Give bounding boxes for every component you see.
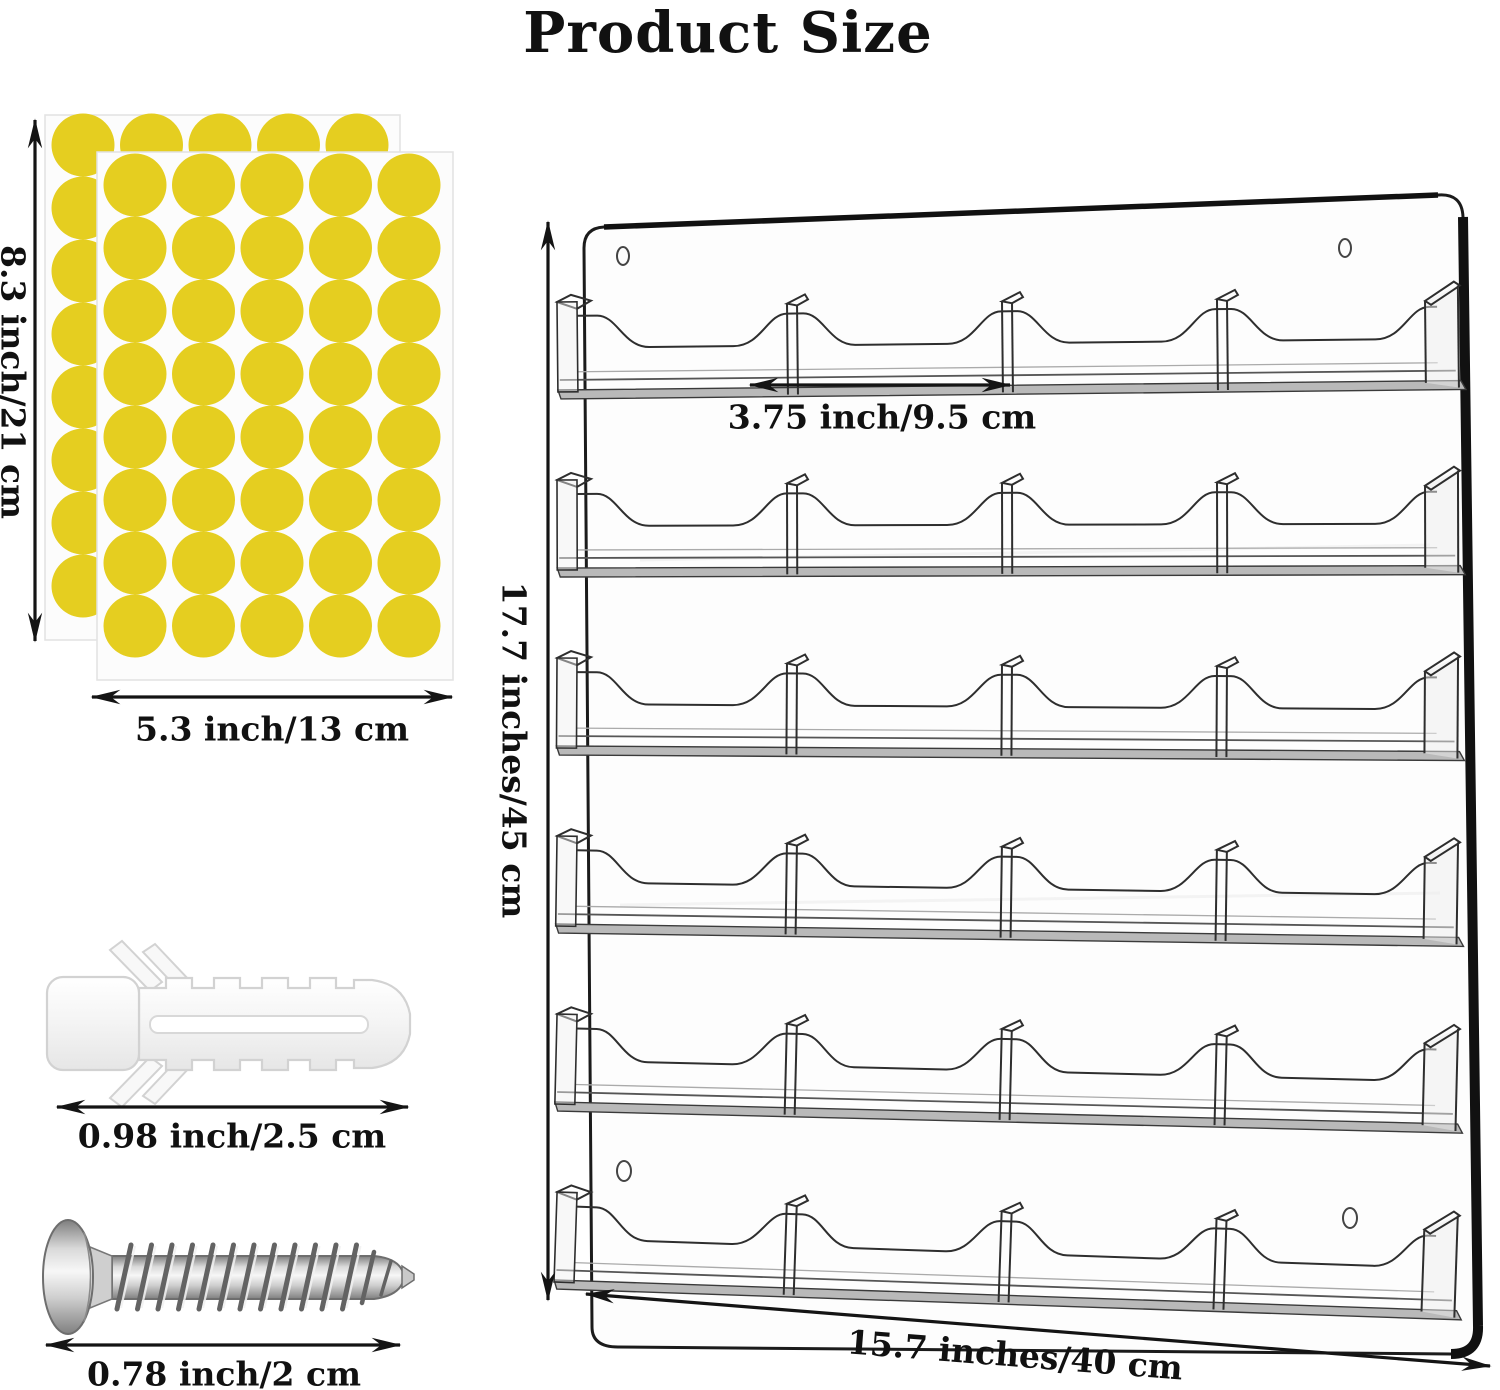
sticker-height-label: 8.3 inch/21 cm bbox=[0, 245, 33, 519]
card-holder-illustration: 17.7 inches/45 cm 3.75 inch/9.5 cm 15.7 … bbox=[495, 192, 1492, 1388]
wall-anchor-illustration: 0.98 inch/2.5 cm bbox=[45, 939, 412, 1156]
screw-head bbox=[42, 1219, 94, 1335]
mounting-hole bbox=[1338, 238, 1352, 258]
anchor-collar bbox=[45, 975, 141, 1072]
anchor-fin bbox=[108, 939, 164, 993]
screw-shank bbox=[111, 1255, 408, 1300]
holder-edge-top bbox=[603, 192, 1439, 230]
screw-tip bbox=[401, 1264, 415, 1290]
anchor-length-label: 0.98 inch/2.5 cm bbox=[78, 1117, 387, 1156]
holder-backboard bbox=[582, 193, 1480, 1356]
holder-width-arrow bbox=[584, 1289, 1492, 1371]
sticker-sheets-illustration: 8.3 inch/21 cm 5.3 inch/13 cm bbox=[0, 113, 454, 749]
pocket-width-label: 3.75 inch/9.5 cm bbox=[728, 398, 1037, 437]
page-title: Product Size bbox=[523, 0, 933, 66]
screw-illustration: 0.78 inch/2 cm bbox=[42, 1219, 415, 1390]
holder-height-label: 17.7 inches/45 cm bbox=[495, 582, 534, 919]
anchor-slot bbox=[149, 1015, 369, 1034]
screw-length-label: 0.78 inch/2 cm bbox=[87, 1355, 361, 1390]
sticker-width-label: 5.3 inch/13 cm bbox=[135, 710, 409, 749]
mounting-hole bbox=[616, 246, 630, 266]
mounting-hole bbox=[616, 1160, 632, 1182]
mounting-hole bbox=[1342, 1207, 1358, 1229]
sticker-sheet-front bbox=[96, 151, 454, 681]
